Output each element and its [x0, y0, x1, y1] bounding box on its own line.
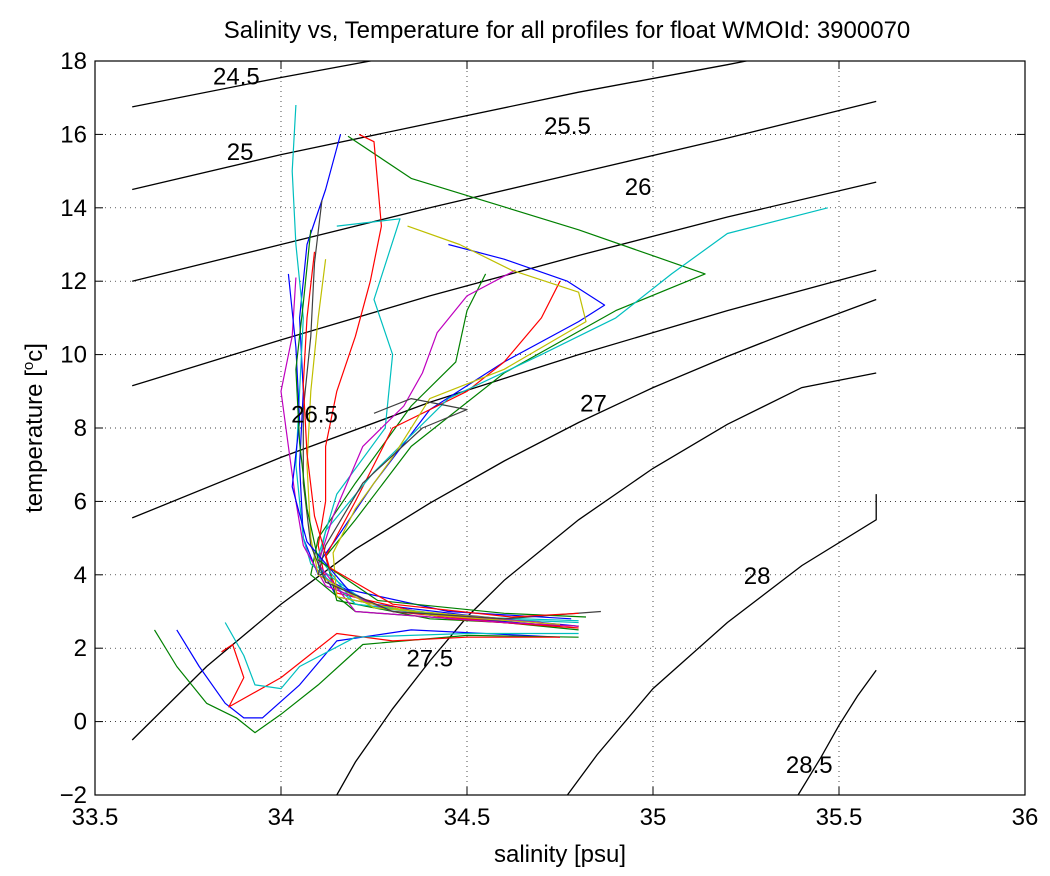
y-axis-label-main: temperature [	[21, 370, 48, 513]
contour-labels: 24.5 25 25.5 26 26.5 27 27.5 28 28.5	[213, 64, 833, 779]
y-tick-label: 12	[60, 268, 87, 295]
profile-line	[224, 622, 579, 690]
density-contour-line	[131, 298, 877, 741]
profile-line	[302, 251, 579, 618]
profile-line	[302, 200, 601, 620]
density-contour-line	[797, 669, 877, 795]
profile-line	[299, 134, 579, 627]
profile-line	[317, 218, 486, 620]
profile-lines	[153, 104, 828, 734]
chart-title: Salinity vs, Temperature for all profile…	[224, 17, 911, 44]
y-axis-label-tail: c]	[21, 343, 48, 362]
y-tick-label: 8	[74, 415, 87, 442]
profile-line	[176, 629, 561, 719]
profile-line	[295, 229, 587, 618]
profile-line	[306, 259, 505, 620]
profile-line	[325, 280, 579, 629]
x-tick-label: 34.5	[444, 804, 491, 831]
x-axis-label: salinity [psu]	[494, 841, 626, 868]
contour-label: 26.5	[291, 401, 338, 428]
x-tick-label: 34	[268, 804, 295, 831]
y-tick-label: 0	[74, 709, 87, 736]
density-contour-line	[566, 494, 877, 795]
y-tick-label: 16	[60, 121, 87, 148]
profile-line	[221, 632, 560, 708]
contour-label: 27	[580, 390, 607, 417]
y-tick-label: 10	[60, 342, 87, 369]
x-tick-label: 35	[640, 804, 667, 831]
density-contour-line	[132, 61, 374, 108]
y-tick-label: 6	[74, 488, 87, 515]
y-tick-label: 18	[60, 48, 87, 75]
contour-label: 25	[227, 139, 254, 166]
profile-line	[317, 398, 468, 575]
contour-label: 28	[744, 563, 771, 590]
y-tick-label: 2	[74, 635, 87, 662]
contour-label: 27.5	[406, 645, 453, 672]
profile-line	[317, 269, 579, 627]
x-tick-label: 36	[1012, 804, 1039, 831]
contour-label: 24.5	[213, 64, 260, 91]
density-contours	[131, 61, 877, 795]
y-tick-label: 14	[60, 195, 87, 222]
profile-line	[332, 225, 587, 625]
y-tick-label: 4	[74, 562, 87, 589]
profile-line	[325, 135, 706, 627]
contour-label: 26	[625, 174, 652, 201]
x-tick-label: 33.5	[72, 804, 119, 831]
contour-label: 25.5	[544, 113, 591, 140]
axis-ticks: 33.5 34 34.5 35 35.5 36 −2 0 2 4 6 8 10 12 14 16 18	[60, 48, 1039, 831]
density-contour-line	[132, 100, 877, 282]
y-tick-label: −2	[60, 782, 87, 809]
density-contour-line	[336, 372, 877, 795]
contour-label: 28.5	[786, 752, 833, 779]
y-axis-label: temperature [oc]	[20, 343, 48, 513]
grid-lines	[95, 61, 1025, 795]
density-contour-line	[132, 61, 750, 191]
x-tick-label: 35.5	[816, 804, 863, 831]
y-axis-label-superscript: o	[20, 362, 37, 370]
density-contour-line	[131, 269, 877, 519]
